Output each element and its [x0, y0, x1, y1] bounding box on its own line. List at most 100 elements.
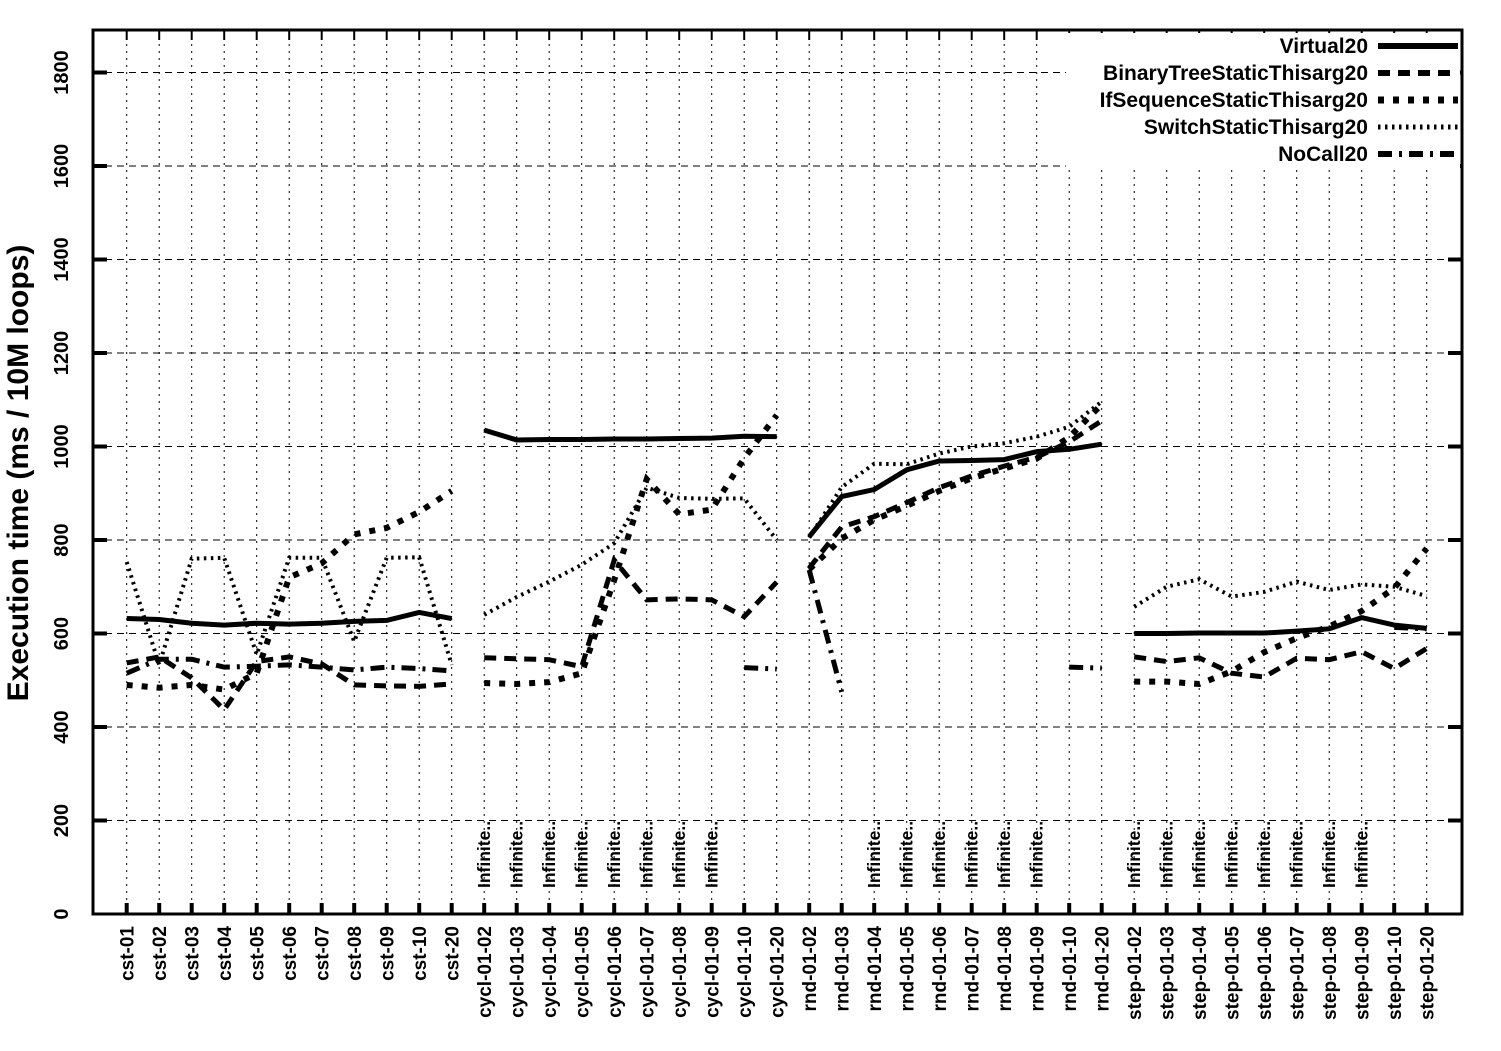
x-tick-label: rnd-01-02 [800, 926, 821, 1012]
plot-border [91, 28, 1464, 916]
series-line-Virtual20 [126, 609, 453, 628]
series-line-IfSequenceStaticThisarg20 [1134, 546, 1430, 688]
x-tick-label: rnd-01-10 [1060, 926, 1081, 1012]
x-tick-label: cst-10 [410, 926, 431, 981]
x-tick-label: cst-20 [443, 926, 464, 981]
y-tick-label: 1400 [51, 237, 73, 282]
infinite-annotation: Infinite.. [929, 821, 949, 888]
x-tick-label: cst-07 [313, 926, 334, 981]
y-tick-label: 1200 [51, 331, 73, 376]
infinite-annotation: Infinite.. [994, 821, 1014, 888]
x-tick-label: cycl-01-03 [508, 926, 529, 1018]
infinite-annotation: Infinite.. [1189, 821, 1209, 888]
x-tick-label: cycl-01-04 [540, 926, 561, 1018]
x-tick-label: cst-08 [345, 926, 366, 981]
infinite-annotation: Infinite.. [474, 821, 494, 888]
infinite-annotation: Infinite.. [1124, 821, 1144, 888]
infinite-annotation: Infinite.. [1254, 821, 1274, 888]
y-tick-label: 1000 [51, 424, 73, 469]
series-line-NoCall20 [125, 656, 452, 676]
x-tick-label: cycl-01-08 [670, 926, 691, 1018]
infinite-annotation: Infinite.. [507, 821, 527, 888]
x-tick-label: step-01-03 [1158, 926, 1179, 1020]
series-line-IfSequenceStaticThisarg20 [484, 413, 780, 687]
infinite-annotation: Infinite.. [702, 821, 722, 888]
y-axis-title: Execution time (ms / 10M loops) [2, 245, 35, 702]
y-tick-label: 1800 [51, 50, 73, 95]
x-tick-label: cycl-01-10 [735, 926, 756, 1018]
x-tick-label: cycl-01-06 [605, 926, 626, 1018]
infinite-annotation: Infinite.. [1352, 821, 1372, 888]
series-line-SwitchStaticThisarg20 [483, 485, 779, 617]
infinite-annotation: Infinite.. [572, 821, 592, 888]
series-line-Virtual20 [483, 427, 777, 443]
x-tick-label: cst-04 [215, 926, 236, 981]
series-line-NoCall20 [1069, 664, 1102, 671]
series-line-BinaryTreeStaticThisarg20 [807, 418, 1104, 570]
legend-label-BinaryTreeStaticThisarg20: BinaryTreeStaticThisarg20 [1103, 62, 1368, 85]
x-tick-label: step-01-08 [1320, 926, 1341, 1020]
x-tick-label: cycl-01-07 [638, 926, 659, 1018]
x-tick-label: step-01-05 [1223, 926, 1244, 1020]
series-line-NoCall20 [806, 569, 845, 693]
infinite-annotation: Infinite.. [864, 821, 884, 888]
x-tick-label: cst-06 [280, 926, 301, 981]
series-line-NoCall20 [744, 665, 777, 672]
legend-label-IfSequenceStaticThisarg20: IfSequenceStaticThisarg20 [1100, 89, 1368, 112]
x-tick-label: rnd-01-09 [1028, 926, 1049, 1012]
series-line-SwitchStaticThisarg20 [124, 555, 454, 672]
x-tick-label: rnd-01-08 [995, 926, 1016, 1012]
x-tick-label: cst-01 [118, 926, 139, 981]
x-tick-label: cst-02 [150, 926, 171, 981]
x-tick-label: rnd-01-20 [1093, 926, 1114, 1012]
legend-label-NoCall20: NoCall20 [1278, 143, 1368, 166]
y-tick-label: 800 [51, 523, 73, 556]
series-line-IfSequenceStaticThisarg20 [807, 402, 1104, 572]
x-tick-label: rnd-01-07 [963, 926, 984, 1012]
legend-label-SwitchStaticThisarg20: SwitchStaticThisarg20 [1144, 116, 1368, 139]
infinite-annotation: Infinite.. [897, 821, 917, 888]
x-tick-label: step-01-10 [1385, 926, 1406, 1020]
y-tick-label: 1600 [51, 144, 73, 189]
x-tick-label: cst-05 [248, 926, 269, 981]
x-tick-label: rnd-01-03 [833, 926, 854, 1012]
y-tick-label: 400 [51, 710, 73, 743]
x-tick-label: step-01-06 [1255, 926, 1276, 1020]
x-tick-label: step-01-02 [1125, 926, 1146, 1020]
series-line-Virtual20 [1134, 615, 1427, 636]
legend-label-Virtual20: Virtual20 [1280, 35, 1368, 58]
infinite-annotation: Infinite.. [962, 821, 982, 888]
infinite-annotation: Infinite.. [1287, 821, 1307, 888]
series-line-BinaryTreeStaticThisarg20 [1133, 646, 1429, 680]
x-tick-label: rnd-01-06 [930, 926, 951, 1012]
y-tick-label: 200 [51, 804, 73, 837]
series-line-BinaryTreeStaticThisarg20 [484, 554, 779, 670]
y-tick-label: 0 [51, 908, 73, 919]
x-tick-label: cst-09 [378, 926, 399, 981]
infinite-annotation: Infinite.. [1027, 821, 1047, 888]
x-tick-label: step-01-20 [1418, 926, 1439, 1020]
x-tick-label: cst-03 [183, 926, 204, 981]
x-tick-label: cycl-01-09 [703, 926, 724, 1018]
x-tick-label: cycl-01-20 [768, 926, 789, 1018]
infinite-annotation: Infinite.. [604, 821, 624, 888]
infinite-annotation: Infinite.. [637, 821, 657, 888]
y-tick-label: 600 [51, 617, 73, 650]
series-line-NoCall20 [1394, 624, 1427, 632]
infinite-annotation: Infinite.. [1157, 821, 1177, 888]
x-tick-label: step-01-09 [1353, 926, 1374, 1020]
x-tick-label: step-01-04 [1190, 926, 1211, 1020]
x-tick-label: cycl-01-02 [475, 926, 496, 1018]
x-tick-label: rnd-01-05 [898, 926, 919, 1012]
infinite-annotation: Infinite.. [669, 821, 689, 888]
infinite-annotation: Infinite.. [1319, 821, 1339, 888]
x-tick-label: rnd-01-04 [865, 926, 886, 1012]
x-tick-label: step-01-07 [1288, 926, 1309, 1020]
series-line-BinaryTreeStaticThisarg20 [126, 654, 452, 714]
infinite-annotation: Infinite.. [1222, 821, 1242, 888]
x-tick-label: cycl-01-05 [573, 926, 594, 1018]
series-line-SwitchStaticThisarg20 [807, 400, 1103, 539]
infinite-annotation: Infinite.. [539, 821, 559, 888]
